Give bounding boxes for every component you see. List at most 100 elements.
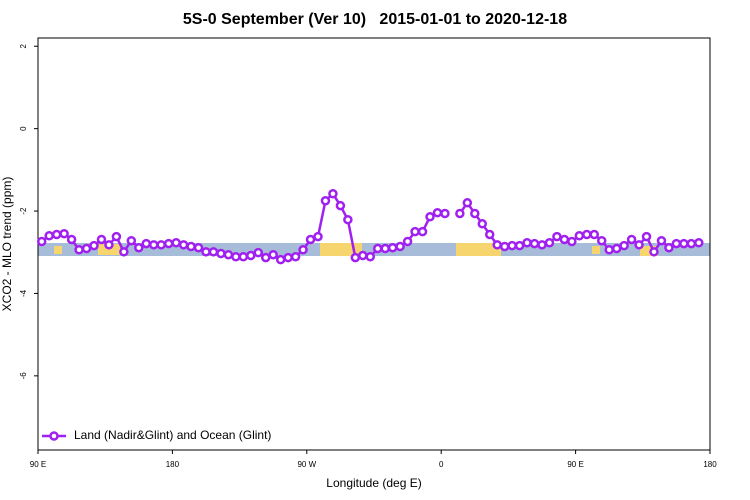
point: [156, 240, 166, 250]
point: [59, 228, 69, 239]
point: [313, 231, 323, 242]
point: [201, 247, 211, 257]
point: [148, 240, 159, 250]
point: [119, 247, 129, 257]
point: [36, 236, 47, 247]
y-tick-label: 2: [19, 43, 28, 48]
point: [432, 207, 443, 218]
point: [470, 208, 480, 219]
point: [223, 249, 234, 260]
point: [462, 198, 473, 208]
point: [649, 247, 659, 257]
point: [358, 250, 368, 261]
point: [216, 248, 226, 259]
y-axis-label: XCO2 - MLO trend (ppm): [0, 177, 14, 312]
point: [626, 234, 637, 245]
point: [567, 236, 577, 247]
point: [74, 245, 84, 255]
legend-marker: [49, 431, 59, 441]
x-tick-label: 180: [703, 460, 717, 469]
point: [134, 242, 144, 253]
x-tick-label: 180: [166, 460, 180, 469]
point: [402, 236, 413, 247]
point: [343, 214, 353, 225]
point: [410, 226, 420, 237]
point: [529, 238, 540, 249]
point: [574, 231, 585, 241]
x-tick-label: 90 E: [567, 460, 583, 469]
point: [141, 238, 152, 249]
y-tick-label: -2: [19, 207, 28, 215]
point: [507, 240, 517, 251]
point: [455, 208, 465, 219]
point: [298, 245, 308, 255]
point: [260, 252, 271, 263]
point: [89, 240, 99, 251]
point: [380, 243, 390, 254]
point: [679, 238, 689, 249]
x-tick-label: 0: [439, 460, 444, 469]
point: [634, 240, 644, 250]
point: [641, 231, 652, 242]
point: [246, 250, 256, 261]
x-tick-label: 90 E: [30, 460, 46, 469]
point: [365, 252, 376, 262]
point: [238, 252, 249, 262]
point: [596, 235, 607, 246]
point: [51, 229, 62, 240]
point: [484, 229, 495, 240]
land-patch: [640, 246, 658, 256]
point: [126, 235, 137, 246]
point: [290, 252, 301, 262]
point: [275, 254, 286, 265]
point: [104, 240, 114, 250]
point: [522, 238, 532, 248]
point: [686, 238, 697, 249]
point: [417, 226, 428, 237]
point: [611, 243, 622, 254]
legend-label: Land (Nadir&Glint) and Ocean (Glint): [74, 428, 271, 442]
x-axis-label: Longitude (deg E): [326, 476, 421, 490]
point: [305, 234, 316, 245]
point: [656, 235, 667, 246]
point: [440, 208, 450, 219]
point: [163, 238, 174, 249]
y-tick-label: -6: [19, 372, 28, 380]
point: [589, 229, 600, 240]
point: [619, 240, 629, 251]
x-tick-label: 90 W: [297, 460, 316, 469]
point: [387, 242, 398, 253]
point: [537, 240, 547, 250]
point: [44, 231, 54, 241]
land-patch: [592, 246, 600, 254]
point: [350, 252, 361, 263]
point: [514, 240, 525, 251]
point: [328, 188, 338, 199]
point: [477, 219, 488, 229]
point: [395, 241, 405, 252]
point: [193, 242, 204, 253]
point: [81, 243, 92, 254]
point: [372, 243, 383, 254]
point: [186, 241, 196, 252]
point: [335, 200, 346, 211]
point: [178, 240, 189, 250]
point: [664, 242, 674, 253]
point: [544, 238, 555, 248]
point: [671, 238, 682, 249]
point: [171, 238, 181, 248]
point: [320, 195, 331, 206]
point: [425, 212, 435, 222]
point: [253, 247, 264, 258]
point: [96, 234, 107, 245]
point: [66, 234, 77, 245]
land-patch: [456, 243, 501, 256]
y-tick-label: -4: [19, 289, 28, 297]
point: [111, 231, 122, 242]
point: [208, 247, 219, 257]
point: [283, 252, 293, 263]
point: [268, 249, 278, 260]
point: [231, 252, 241, 262]
